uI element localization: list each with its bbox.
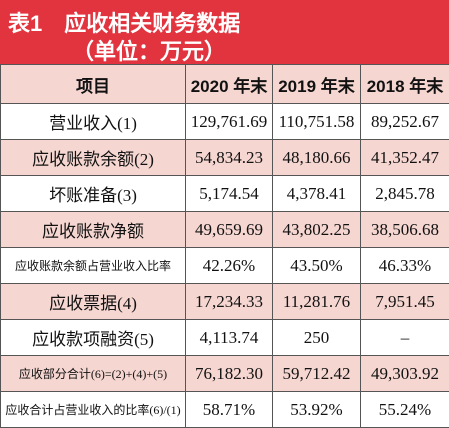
cell-value: 43.50% — [273, 248, 361, 284]
column-header: 2020 年末 — [186, 65, 273, 104]
row-label: 应收账款余额占营业收入比率 — [1, 248, 186, 284]
row-label: 坏账准备(3) — [1, 176, 186, 212]
header: 表1 应收相关财务数据 （单位：万元） — [0, 0, 449, 64]
cell-value: 48,180.66 — [273, 140, 361, 176]
cell-value: 46.33% — [361, 248, 449, 284]
row-label: 应收部分合计(6)=(2)+(4)+(5) — [1, 356, 186, 392]
row-label: 应收账款余额(2) — [1, 140, 186, 176]
cell-value: – — [361, 320, 449, 356]
cell-value: 38,506.68 — [361, 212, 449, 248]
row-label: 应收合计占营业收入的比率(6)/(1) — [1, 392, 186, 428]
cell-value: 5,174.54 — [186, 176, 273, 212]
cell-value: 54,834.23 — [186, 140, 273, 176]
cell-value: 55.24% — [361, 392, 449, 428]
column-header: 2019 年末 — [273, 65, 361, 104]
row-label: 营业收入(1) — [1, 104, 186, 140]
cell-value: 129,761.69 — [186, 104, 273, 140]
unit: （单位：万元） — [72, 34, 226, 66]
cell-value: 58.71% — [186, 392, 273, 428]
table-label: 表1 — [8, 11, 42, 36]
cell-value: 42.26% — [186, 248, 273, 284]
cell-value: 49,303.92 — [361, 356, 449, 392]
cell-value: 7,951.45 — [361, 284, 449, 320]
cell-value: 59,712.42 — [273, 356, 361, 392]
cell-value: 53.92% — [273, 392, 361, 428]
cell-value: 4,113.74 — [186, 320, 273, 356]
cell-value: 49,659.69 — [186, 212, 273, 248]
cell-value: 43,802.25 — [273, 212, 361, 248]
cell-value: 76,182.30 — [186, 356, 273, 392]
table-row: 应收合计占营业收入的比率(6)/(1)58.71%53.92%55.24% — [1, 392, 449, 428]
cell-value: 2,845.78 — [361, 176, 449, 212]
cell-value: 89,252.67 — [361, 104, 449, 140]
row-label: 应收账款净额 — [1, 212, 186, 248]
cell-value: 41,352.47 — [361, 140, 449, 176]
cell-value: 250 — [273, 320, 361, 356]
cell-value: 17,234.33 — [186, 284, 273, 320]
row-label: 应收款项融资(5) — [1, 320, 186, 356]
cell-value: 11,281.76 — [273, 284, 361, 320]
column-header: 项目 — [1, 65, 186, 104]
column-header: 2018 年末 — [361, 65, 449, 104]
cell-value: 4,378.41 — [273, 176, 361, 212]
cell-value: 110,751.58 — [273, 104, 361, 140]
row-label: 应收票据(4) — [1, 284, 186, 320]
table-title: 应收相关财务数据 — [64, 11, 240, 36]
